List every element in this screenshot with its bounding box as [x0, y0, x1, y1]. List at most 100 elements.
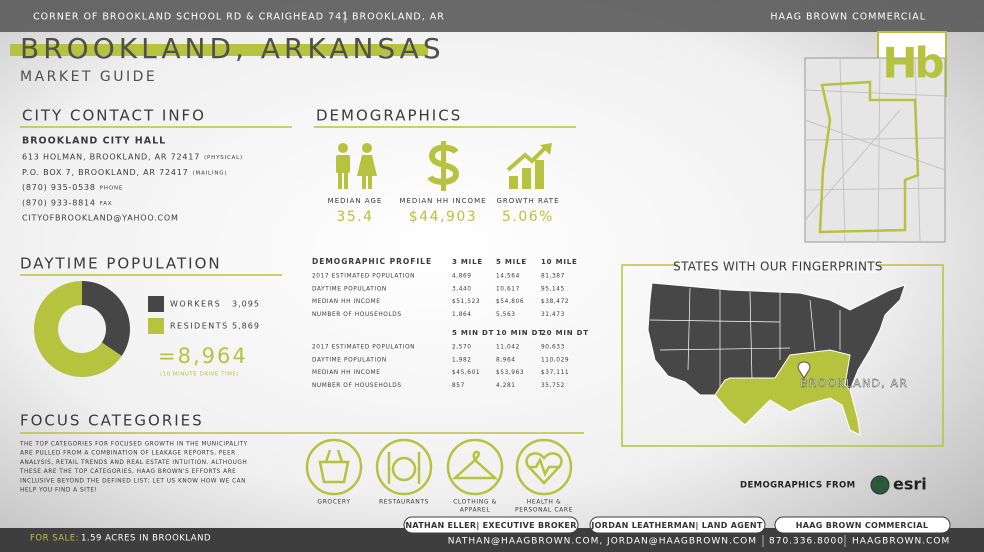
section-heading: DAYTIME POPULATION [20, 255, 222, 273]
footer-site: HAAGBROWN.COM [852, 537, 950, 547]
icon-person [344, 172, 348, 189]
table-column: 3 MILE [452, 258, 483, 266]
table-row-label: MEDIAN HH INCOME [312, 370, 380, 376]
contact-pills [403, 516, 951, 534]
title: BROOKLAND, ARKANSAS [20, 32, 445, 65]
streets [804, 57, 946, 243]
contact-note: (PHYSICAL) [204, 155, 243, 161]
table-cell: 81,387 [541, 274, 565, 280]
table-row-label: DAYTIME POPULATION [312, 286, 387, 292]
table-cell: 4,281 [496, 383, 516, 389]
contact-line: 613 HOLMAN, BROOKLAND, AR 72417 (PHYSICAL… [22, 153, 243, 162]
table-cell: 35,752 [541, 383, 565, 389]
table-column: 5 MILE [496, 258, 527, 266]
contact-pill-text: NATHAN ELLER| EXECUTIVE BROKER [405, 521, 576, 530]
contact-note: PHONE [100, 185, 123, 191]
table-row-label: NUMBER OF HOUSEHOLDS [312, 312, 402, 318]
icon-growth [509, 176, 518, 189]
category-label: RESTAURANTS [379, 499, 429, 506]
table-cell: 857 [452, 383, 465, 389]
header-company: HAAG BROWN COMMERCIAL [770, 12, 926, 23]
state-borders [649, 287, 841, 395]
focus-text: THESE ARE THE TOP CATEGORIES, HAAG BROWN… [19, 469, 236, 475]
icon-restaurant [391, 456, 417, 482]
table-cell: 5,563 [496, 312, 516, 318]
table-row-label: 2017 ESTIMATED POPULATION [312, 345, 415, 351]
table-cell: 4,869 [452, 274, 472, 280]
icon-person [362, 143, 372, 153]
table-cell: $45,601 [452, 370, 480, 376]
category-label: HEALTH & [527, 499, 562, 506]
population-note: (10 MINUTE DRIVE TIME) [160, 372, 239, 378]
stat-value: 5.06% [502, 209, 554, 225]
icon-growth [535, 160, 544, 189]
contact-line: (870) 935-0538 PHONE [22, 183, 123, 192]
table-column: 10 MIN DT [496, 329, 544, 337]
icon-person [368, 175, 372, 189]
legend-swatch [148, 296, 164, 312]
category-label: APPAREL [460, 507, 491, 514]
legend-value: 3,095 [232, 300, 260, 309]
table-row-label: DAYTIME POPULATION [312, 357, 387, 363]
table-row-label: 2017 ESTIMATED POPULATION [312, 274, 415, 280]
contact-line: P.O. BOX 7, BROOKLAND, AR 72417 (MAILING) [22, 168, 227, 177]
logo: Hb [882, 39, 943, 88]
icon-person [362, 175, 366, 189]
icon-clothing [451, 450, 499, 480]
demographic-icons [336, 141, 552, 191]
table-cell: 95,145 [541, 286, 565, 292]
legend-name: WORKERS [170, 300, 221, 309]
table-column: 20 MIN DT [541, 329, 589, 337]
location-pin [797, 361, 811, 379]
table-cell: $54,806 [496, 299, 524, 305]
source-text: DEMOGRAPHICS FROM [740, 481, 855, 491]
icon-person [338, 172, 342, 189]
focus-text: INCLUSIVE BEYOND THE DEFINED LIST; LET U… [20, 478, 246, 484]
legend-value: 5,869 [232, 322, 260, 331]
table-cell: 31,473 [541, 312, 565, 318]
section-rules [20, 126, 584, 434]
icon-growth [522, 168, 531, 189]
icon-dollar [441, 141, 446, 191]
table-cell: 11,042 [496, 345, 520, 351]
icon-growth [540, 143, 552, 155]
table-cell: 1,982 [452, 357, 472, 363]
table-cell: 10,617 [496, 286, 520, 292]
icon-person [338, 143, 348, 153]
section-heading: FOCUS CATEGORIES [20, 412, 204, 430]
table-cell: 1,864 [452, 312, 472, 318]
icon-circle [446, 438, 504, 496]
title-highlight [10, 44, 428, 56]
table-cell: 14,564 [496, 274, 520, 280]
city-boundary [818, 80, 920, 234]
states-panel [621, 259, 944, 447]
icon-circle [375, 438, 433, 496]
states-label: BROOKLAND, AR [800, 377, 908, 390]
donut-segment [82, 281, 130, 357]
pill [774, 516, 951, 534]
pill [589, 516, 766, 534]
table-row-label: NUMBER OF HOUSEHOLDS [312, 383, 402, 389]
section-heading: DEMOGRAPHICS [316, 107, 462, 125]
states-title-bg [678, 259, 878, 273]
category-label: PERSONAL CARE [515, 507, 573, 514]
donut-segment [33, 281, 122, 377]
table-column: 5 MIN DT [452, 329, 494, 337]
contact-pill-text: HAAG BROWN COMMERCIAL [796, 521, 928, 530]
top-bar [0, 0, 984, 32]
stat-label: MEDIAN HH INCOME [399, 197, 486, 205]
table-column: 10 MILE [541, 258, 578, 266]
icon-person [357, 155, 377, 176]
population-total: =8,964 [158, 344, 248, 368]
contact-note: (MAILING) [193, 170, 228, 176]
contact-name: BROOKLAND CITY HALL [22, 136, 166, 147]
footer-phone: 870.336.8000 [769, 537, 844, 547]
contact-note: FAX [100, 200, 113, 206]
table-cell: $51,523 [452, 299, 480, 305]
focus-text: ARE PULLED FROM A COMBINATION OF LEAKAGE… [20, 451, 236, 457]
section-heading: CITY CONTACT INFO [22, 107, 206, 125]
map-frame [804, 57, 946, 243]
stat-label: GROWTH RATE [496, 197, 559, 205]
focus-text: HELP YOU FIND A SITE! [20, 488, 97, 494]
